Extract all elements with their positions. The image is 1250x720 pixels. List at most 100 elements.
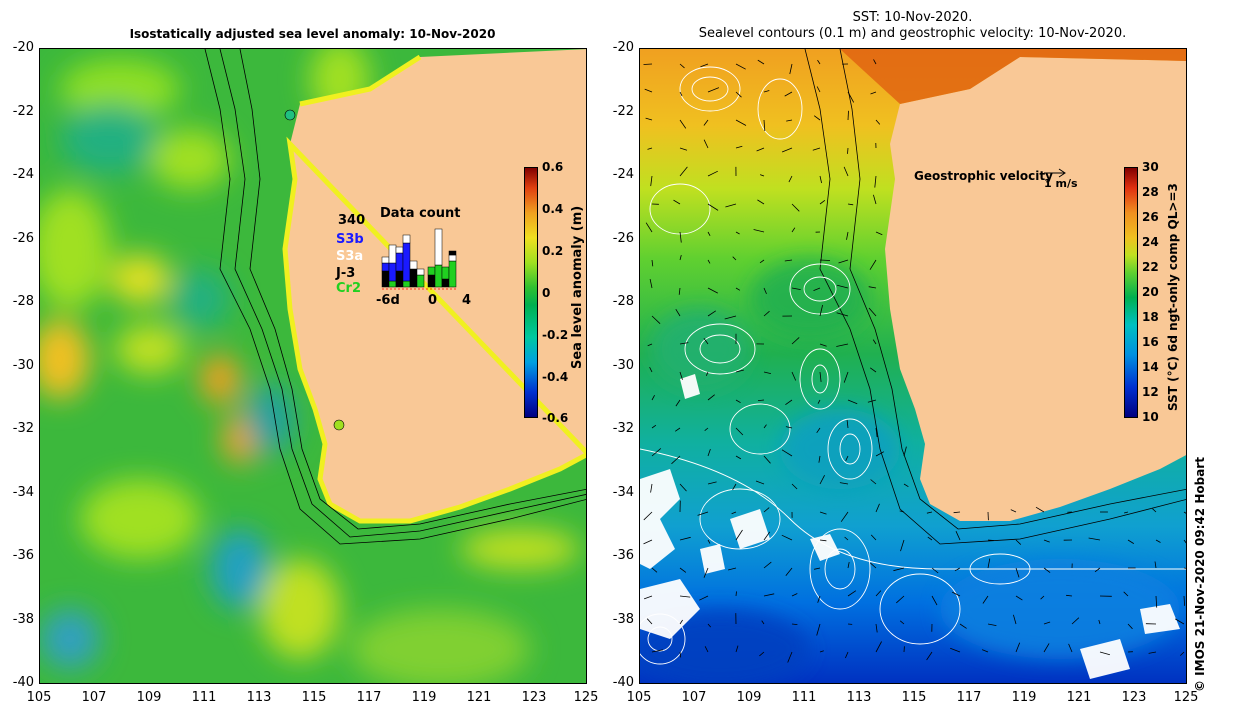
velocity-arrow [679, 619, 683, 625]
left-xtick: 111 [191, 690, 217, 705]
velocity-legend-label: Geostrophic velocity [914, 169, 1053, 183]
velocity-arrow [927, 536, 933, 541]
velocity-arrow [836, 312, 849, 317]
velocity-arrow [679, 147, 688, 151]
velocity-arrow [843, 166, 849, 177]
data-count-max: 340 [338, 213, 366, 228]
data-count-bars [381, 228, 458, 290]
velocity-arrow [1015, 595, 1023, 601]
sst-cbar-tick: 12 [1142, 385, 1159, 399]
velocity-arrow [873, 194, 877, 205]
velocity-arrow [819, 650, 824, 653]
sst-cbar-tick: 16 [1142, 335, 1159, 349]
velocity-arrow [1183, 539, 1186, 544]
velocity-arrow [753, 229, 765, 233]
velocity-arrow [703, 119, 709, 126]
velocity-arrow [819, 199, 826, 205]
velocity-arrow [679, 483, 687, 492]
velocity-arrow [649, 367, 653, 373]
velocity-arrow [847, 147, 849, 154]
velocity-arrow [1088, 537, 1101, 541]
velocity-arrow [1094, 567, 1101, 573]
velocity-arrow [651, 259, 654, 267]
velocity-arrow [671, 455, 681, 465]
velocity-arrow [819, 175, 822, 184]
velocity-arrow [816, 623, 821, 636]
sea-level-anomaly-map[interactable]: Data count 340 S3b S3a J-3 Cr2 -6d 0 4 [39, 48, 587, 684]
velocity-arrow [1099, 651, 1111, 656]
velocity-arrow [1035, 506, 1045, 513]
velocity-arrow [1127, 623, 1133, 630]
velocity-arrow [707, 539, 711, 544]
left-ytick: -38 [12, 612, 34, 627]
velocity-arrow [647, 147, 653, 150]
velocity-arrow [724, 315, 737, 320]
velocity-arrow [679, 595, 691, 598]
data-count-xtick-zero: 0 [428, 293, 438, 308]
velocity-arrow [735, 287, 741, 291]
left-xtick: 121 [466, 690, 492, 705]
velocity-arrow [953, 511, 961, 514]
velocity-arrow [679, 119, 687, 129]
velocity-arrow [900, 539, 905, 552]
velocity-arrow [756, 147, 765, 152]
right-ytick: -28 [612, 294, 634, 309]
velocity-arrow [703, 337, 709, 345]
right-map-title-line1: SST: 10-Nov-2020. [852, 10, 973, 25]
left-ytick: -28 [12, 294, 34, 309]
velocity-arrow [646, 618, 653, 625]
velocity-arrow [903, 483, 909, 488]
sst-map[interactable]: Geostrophic velocity 1 m/s 30 28 26 24 2… [639, 48, 1187, 684]
velocity-arrow [678, 287, 681, 295]
velocity-arrow [812, 147, 821, 151]
velocity-arrow [819, 371, 822, 382]
velocity-arrow [1040, 595, 1045, 600]
velocity-arrow [763, 507, 770, 513]
velocity-arrow [679, 371, 683, 380]
velocity-arrow [870, 91, 877, 95]
left-ytick: -20 [12, 40, 34, 55]
right-xtick: 105 [626, 690, 652, 705]
velocity-arrow [679, 63, 685, 69]
legend-cr2: Cr2 [336, 281, 361, 296]
velocity-arrow [1043, 539, 1050, 543]
velocity-arrow [707, 259, 711, 264]
velocity-arrow [875, 231, 883, 236]
right-xtick: 111 [791, 690, 817, 705]
velocity-scale-arrow-icon [1044, 168, 1066, 178]
velocity-arrow [819, 511, 827, 515]
velocity-arrow [868, 307, 877, 317]
velocity-arrow [931, 595, 938, 606]
velocity-arrow [707, 170, 718, 177]
velocity-arrow [788, 175, 793, 183]
velocity-arrow [763, 561, 772, 569]
sst-cbar-tick: 24 [1142, 235, 1159, 249]
left-ytick: -34 [12, 485, 34, 500]
right-ytick: -36 [612, 548, 634, 563]
velocity-arrow [816, 86, 821, 93]
left-xtick: 115 [301, 690, 327, 705]
velocity-arrow [728, 567, 737, 571]
left-xtick: 107 [81, 690, 107, 705]
velocity-arrow [735, 645, 739, 653]
velocity-arrow [813, 115, 821, 121]
velocity-arrow [1127, 539, 1135, 544]
velocity-arrow [735, 455, 742, 460]
velocity-arrow [731, 511, 737, 515]
right-ytick: -32 [612, 421, 634, 436]
velocity-arrow [759, 651, 765, 657]
velocity-arrow [1068, 643, 1073, 653]
velocity-arrow [840, 511, 849, 522]
sla-cbar-tick: -0.4 [542, 370, 569, 384]
velocity-arrow [819, 343, 827, 347]
velocity-arrow [1155, 595, 1158, 608]
velocity-arrow [819, 304, 823, 317]
velocity-arrow [755, 480, 765, 485]
velocity-arrow [763, 531, 771, 541]
sla-cbar-tick: 0.4 [542, 202, 564, 216]
velocity-arrow [1152, 508, 1157, 513]
velocity-arrow [839, 482, 849, 485]
velocity-arrow [675, 399, 681, 407]
velocity-arrow [785, 399, 793, 406]
velocity-arrow [759, 259, 765, 264]
